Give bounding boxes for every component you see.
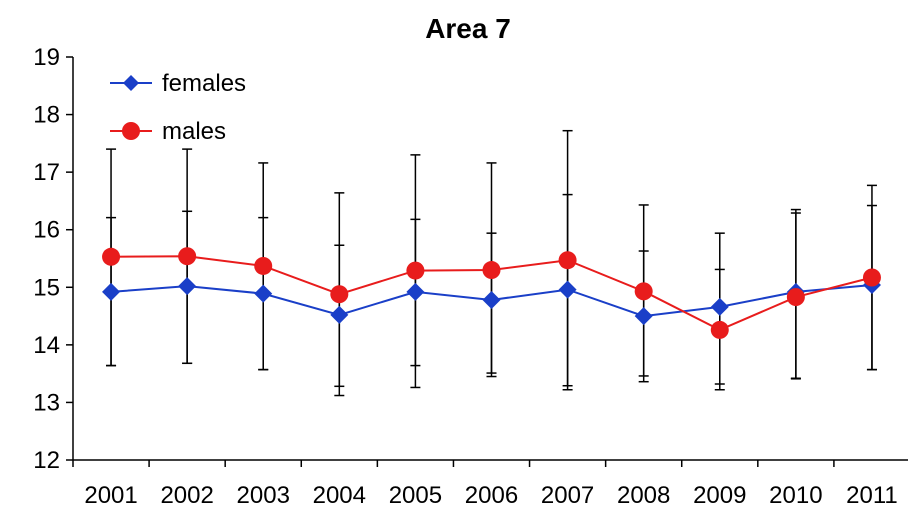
legend-label-females: females: [162, 70, 246, 97]
x-tick-label: 2009: [693, 482, 746, 506]
series-markers: [102, 247, 881, 339]
tick-labels: 12 13 14 15 16 17 18 19 2001 2002 2003 2004 2005 2006…: [33, 44, 897, 506]
data-point-females: [634, 307, 653, 326]
x-tick-label: 2001: [84, 482, 137, 506]
x-tick-label: 2011: [846, 482, 898, 506]
legend-marker-diamond: [123, 75, 139, 91]
data-point-males: [254, 256, 273, 275]
legend-item-males: males: [110, 118, 226, 145]
data-point-males: [634, 282, 653, 301]
x-tick-label: 2008: [617, 482, 670, 506]
data-point-females: [254, 284, 273, 303]
data-point-females: [710, 297, 729, 316]
data-point-males: [786, 288, 805, 307]
legend-marker-circle: [122, 122, 140, 140]
data-point-males: [710, 320, 729, 339]
y-tick-label: 13: [33, 389, 60, 416]
data-point-females: [102, 282, 121, 301]
legend-label-males: males: [162, 118, 226, 145]
y-tick-label: 18: [33, 102, 60, 129]
data-point-males: [102, 247, 121, 266]
y-tick-label: 16: [33, 217, 60, 244]
data-point-males: [330, 285, 349, 304]
data-point-males: [558, 251, 577, 270]
x-tick-label: 2010: [769, 482, 822, 506]
chart-title: Area 7: [425, 13, 511, 44]
data-point-males: [406, 261, 425, 280]
data-point-males: [482, 261, 501, 280]
y-tick-label: 15: [33, 274, 60, 301]
axes: [66, 56, 908, 467]
data-point-females: [330, 305, 349, 324]
x-tick-label: 2004: [313, 482, 366, 506]
x-tick-label: 2006: [465, 482, 518, 506]
y-tick-label: 12: [33, 447, 60, 474]
x-tick-label: 2002: [160, 482, 213, 506]
data-point-males: [862, 268, 881, 287]
data-point-females: [178, 277, 197, 296]
x-tick-label: 2003: [237, 482, 290, 506]
x-tick-label: 2007: [541, 482, 594, 506]
data-point-females: [558, 280, 577, 299]
data-point-males: [178, 247, 197, 266]
y-tick-label: 19: [33, 44, 60, 71]
y-tick-label: 14: [33, 332, 60, 359]
data-point-females: [406, 282, 425, 301]
legend-item-females: females: [110, 70, 246, 97]
x-tick-label: 2005: [389, 482, 442, 506]
data-point-females: [482, 290, 501, 309]
y-tick-label: 17: [33, 159, 60, 186]
legend: females males: [110, 70, 246, 145]
